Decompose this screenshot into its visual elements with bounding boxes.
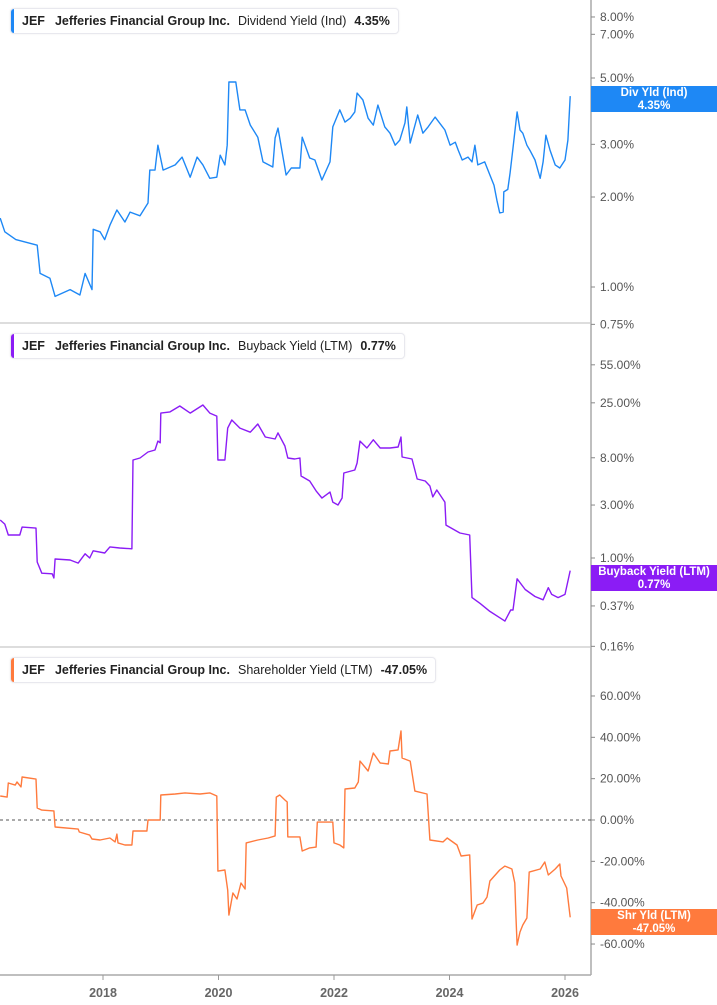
x-tick-label: 2024 <box>436 986 464 1000</box>
legend-value: 0.77% <box>360 339 396 353</box>
y-tick-label: -40.00% <box>600 896 645 910</box>
tag-value: 4.35% <box>637 99 671 112</box>
y-tick-label: 2.00% <box>600 190 634 204</box>
y-tick-label: 25.00% <box>600 396 641 410</box>
legend-company: Jefferies Financial Group Inc. <box>54 339 230 353</box>
y-tick-label: 8.00% <box>600 451 634 465</box>
y-tick-label: 40.00% <box>600 730 641 744</box>
y-tick-label: 20.00% <box>600 772 641 786</box>
legend-company: Jefferies Financial Group Inc. <box>54 14 230 28</box>
y-tick-label: 3.00% <box>600 498 634 512</box>
x-tick-label: 2022 <box>320 986 348 1000</box>
legend-value: -47.05% <box>380 663 428 677</box>
tag-label: Div Yld (Ind) <box>620 87 688 99</box>
series-color-swatch <box>11 9 14 33</box>
x-tick-label: 2020 <box>205 986 233 1000</box>
series-line-dividend-yield <box>0 81 571 298</box>
y-tick-label: 0.37% <box>600 599 634 613</box>
legend-buyback-yield: JEF Jefferies Financial Group Inc. Buyba… <box>10 333 405 359</box>
legend-shareholder-yield: JEF Jefferies Financial Group Inc. Share… <box>10 657 437 683</box>
legend-metric: Dividend Yield (Ind) <box>238 14 347 28</box>
y-tick-label: 8.00% <box>600 10 634 24</box>
tag-value: 0.77% <box>637 578 671 591</box>
y-tick-label: 1.00% <box>600 551 634 565</box>
legend-metric: Buyback Yield (LTM) <box>238 339 353 353</box>
legend-metric: Shareholder Yield (LTM) <box>238 663 373 677</box>
tag-label: Buyback Yield (LTM) <box>598 566 710 578</box>
y-tick-label: 0.16% <box>600 639 634 653</box>
legend-ticker: JEF <box>22 663 45 677</box>
tag-value: -47.05% <box>632 922 676 935</box>
y-tick-label: 60.00% <box>600 689 641 703</box>
y-tick-label: 55.00% <box>600 358 641 372</box>
y-tick-label: 5.00% <box>600 71 634 85</box>
y-tick-label: 7.00% <box>600 27 634 41</box>
legend-ticker: JEF <box>22 339 45 353</box>
last-value-tag-shareholder: Shr Yld (LTM) -47.05% <box>591 909 717 935</box>
series-line-shareholder-yield <box>0 730 571 946</box>
y-tick-label: 0.00% <box>600 813 634 827</box>
y-tick-label: -20.00% <box>600 854 645 868</box>
series-line-buyback-yield <box>0 404 571 622</box>
y-tick-label: 1.00% <box>600 280 634 294</box>
y-tick-label: 0.75% <box>600 317 634 331</box>
series-color-swatch <box>11 658 14 682</box>
legend-value: 4.35% <box>354 14 390 28</box>
last-value-tag-buyback: Buyback Yield (LTM) 0.77% <box>591 565 717 591</box>
x-tick-label: 2026 <box>551 986 579 1000</box>
series-color-swatch <box>11 334 14 358</box>
y-tick-label: -60.00% <box>600 937 645 951</box>
tag-label: Shr Yld (LTM) <box>617 910 691 922</box>
last-value-tag-dividend: Div Yld (Ind) 4.35% <box>591 86 717 112</box>
legend-company: Jefferies Financial Group Inc. <box>54 663 230 677</box>
x-tick-label: 2018 <box>89 986 117 1000</box>
legend-dividend-yield: JEF Jefferies Financial Group Inc. Divid… <box>10 8 399 34</box>
legend-ticker: JEF <box>22 14 45 28</box>
y-tick-label: 3.00% <box>600 137 634 151</box>
